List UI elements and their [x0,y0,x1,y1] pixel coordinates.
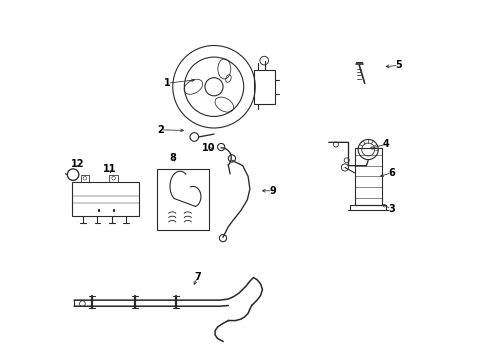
Bar [156,169,208,230]
Bar [81,175,89,182]
Text: 5: 5 [394,60,401,70]
Text: 10: 10 [202,143,215,153]
Text: 8: 8 [169,153,176,163]
Bar [354,148,381,205]
Text: 7: 7 [194,272,201,282]
Bar [109,175,118,182]
Text: 4: 4 [382,139,389,149]
Text: 1: 1 [163,78,170,88]
Bar [254,69,274,104]
Text: 12: 12 [71,159,84,169]
Bar [72,182,139,216]
Text: 2: 2 [157,125,163,135]
Text: 9: 9 [269,186,276,196]
Text: 6: 6 [387,168,394,178]
Text: 3: 3 [387,204,394,214]
Text: 11: 11 [103,164,117,174]
